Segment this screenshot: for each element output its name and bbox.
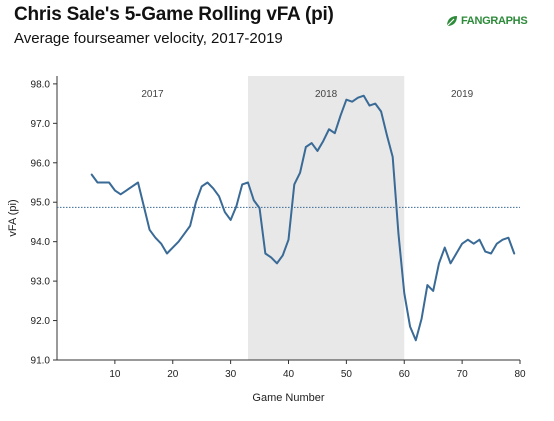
series-line-0 [90,94,516,342]
y-tick-label: 94.0 [31,237,51,248]
fangraphs-logo: FANGRAPHS [445,12,528,30]
y-tick-label: 96.0 [31,158,51,169]
x-tick-label: 50 [341,369,353,380]
chart-title: Chris Sale's 5-Game Rolling vFA (pi) [14,4,334,25]
y-tick-label: 91.0 [31,356,51,367]
x-tick-label: 80 [514,369,526,380]
fangraphs-leaf-icon [446,16,457,27]
logo-text: FANGRAPHS [461,15,528,27]
x-tick-label: 10 [109,369,121,380]
chart-subtitle: Average fourseamer velocity, 2017-2019 [14,30,283,47]
season-label-2018: 2018 [315,89,338,100]
x-tick-label: 30 [225,369,237,380]
x-tick-label: 40 [283,369,295,380]
x-tick-label: 20 [167,369,179,380]
season-shade-2018 [247,76,405,360]
x-axis-title: Game Number [252,392,324,404]
x-tick-label: 60 [399,369,411,380]
y-tick-label: 92.0 [31,316,51,327]
season-label-2017: 2017 [141,89,164,100]
y-axis-title: vFA (pi) [7,199,19,236]
y-tick-label: 97.0 [31,119,51,130]
y-tick-label: 93.0 [31,277,51,288]
y-tick-label: 95.0 [31,198,51,209]
season-label-2019: 2019 [451,89,474,100]
y-tick-label: 98.0 [31,79,51,90]
x-tick-label: 70 [457,369,469,380]
